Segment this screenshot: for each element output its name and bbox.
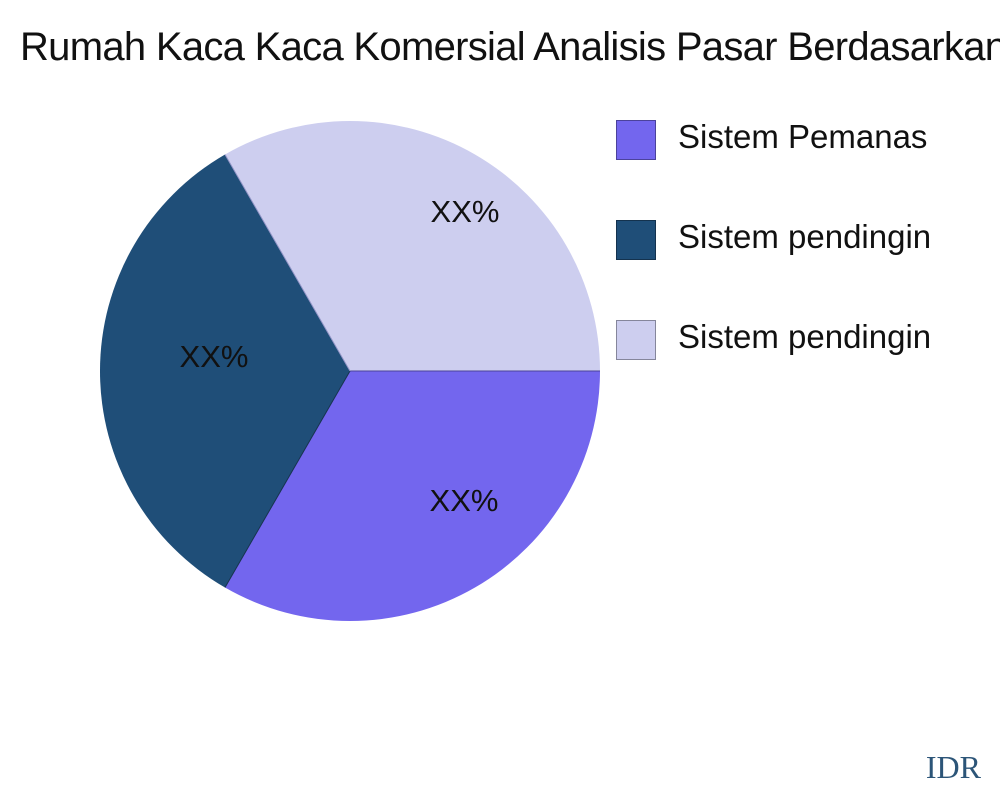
- svg-text:XX%: XX%: [430, 483, 499, 518]
- svg-text:XX%: XX%: [180, 339, 249, 374]
- svg-text:XX%: XX%: [431, 194, 500, 229]
